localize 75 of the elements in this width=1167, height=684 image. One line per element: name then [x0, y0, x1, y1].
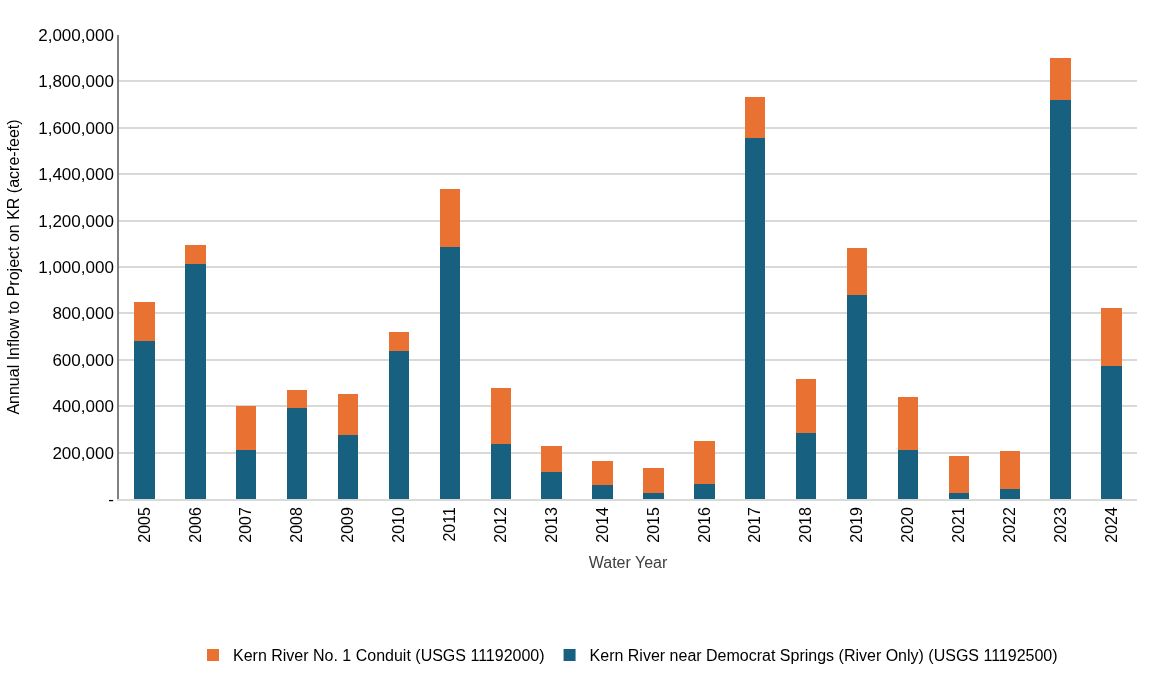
bar — [694, 440, 715, 485]
bar — [490, 443, 511, 499]
x-tick-label: 2006 — [186, 507, 204, 543]
bar — [745, 96, 766, 139]
bar — [846, 248, 868, 296]
x-tick-label: 2013 — [542, 507, 560, 543]
bar — [795, 379, 817, 434]
bar — [948, 456, 970, 493]
bar — [1101, 307, 1122, 367]
x-tick-label: 2008 — [288, 507, 306, 543]
bar — [388, 331, 410, 351]
x-tick-label: 2022 — [1000, 507, 1018, 543]
y-tick-label: 400,000 — [52, 397, 114, 417]
x-tick-label: 2020 — [899, 507, 917, 543]
x-tick-label: 2016 — [695, 507, 713, 543]
bar — [337, 434, 359, 499]
x-tick-label: 2009 — [339, 507, 357, 543]
x-tick-label: 2014 — [593, 507, 611, 543]
bar — [236, 449, 257, 499]
y-axis-title: Annual Inflow to Project on KR (acre-feet) — [4, 119, 22, 415]
bar — [439, 188, 461, 248]
y-tick-label: 1,200,000 — [38, 211, 114, 231]
bar — [999, 451, 1020, 490]
x-tick-label: 2015 — [644, 507, 662, 543]
bar — [592, 460, 613, 486]
bar — [541, 472, 562, 499]
bar — [745, 138, 766, 499]
x-tick-label: 2007 — [237, 507, 255, 543]
y-tick-label: 1,400,000 — [38, 165, 114, 185]
bar — [643, 468, 664, 493]
bar — [592, 485, 613, 499]
y-tick-label: - — [108, 489, 114, 509]
bar — [185, 264, 206, 499]
x-tick-label: 2023 — [1051, 507, 1069, 543]
y-tick-label: 800,000 — [52, 304, 114, 324]
x-tick-label: 2021 — [950, 507, 968, 543]
bar — [388, 350, 410, 499]
x-axis-title: Water Year — [588, 553, 668, 571]
y-tick-label: 200,000 — [52, 443, 114, 463]
bar — [643, 492, 664, 499]
y-tick-label: 1,000,000 — [38, 257, 114, 277]
x-tick-label: 2018 — [797, 507, 815, 543]
legend-label: Kern River No. 1 Conduit (USGS 11192000) — [233, 647, 545, 665]
bar — [897, 396, 919, 450]
y-tick-label: 2,000,000 — [38, 25, 114, 45]
bar — [999, 489, 1020, 499]
bar — [1050, 57, 1071, 100]
x-tick-label: 2024 — [1102, 507, 1120, 543]
bar — [134, 301, 155, 341]
bar — [694, 484, 715, 499]
bar — [948, 492, 970, 499]
bar — [846, 295, 868, 499]
x-tick-label: 2017 — [746, 507, 764, 543]
bar — [490, 387, 511, 444]
bar — [541, 445, 562, 473]
bar — [795, 433, 817, 499]
x-tick-label: 2010 — [390, 507, 408, 543]
bar — [1050, 99, 1071, 499]
bar — [1101, 366, 1122, 499]
bar — [897, 449, 919, 499]
bar — [439, 247, 461, 499]
bar — [286, 408, 308, 499]
y-tick-label: 1,800,000 — [38, 72, 114, 92]
bar — [286, 390, 308, 409]
bar — [134, 340, 155, 499]
x-tick-label: 2005 — [135, 507, 153, 543]
bar — [236, 406, 257, 450]
x-tick-label: 2011 — [441, 507, 459, 542]
y-tick-label: 1,600,000 — [38, 118, 114, 138]
bar — [337, 394, 359, 435]
y-tick-label: 600,000 — [52, 350, 114, 370]
bar — [185, 244, 206, 265]
x-tick-label: 2012 — [491, 507, 509, 543]
legend-label: Kern River near Democrat Springs (River Only) (USGS 11192500) — [589, 647, 1058, 665]
x-tick-label: 2019 — [848, 507, 866, 543]
